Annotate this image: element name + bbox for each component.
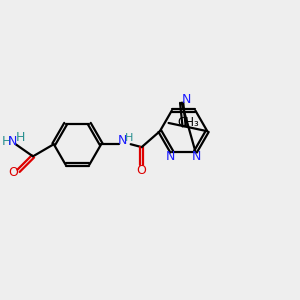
Text: H: H	[16, 131, 25, 144]
Text: H: H	[125, 134, 134, 143]
Text: N: N	[118, 134, 127, 147]
Text: N: N	[182, 93, 191, 106]
Text: O: O	[8, 166, 18, 179]
Text: N: N	[166, 150, 175, 164]
Text: O: O	[137, 164, 147, 177]
Text: N: N	[192, 150, 202, 164]
Text: N: N	[8, 135, 17, 148]
Text: H: H	[2, 135, 11, 148]
Text: CH₃: CH₃	[177, 116, 199, 130]
